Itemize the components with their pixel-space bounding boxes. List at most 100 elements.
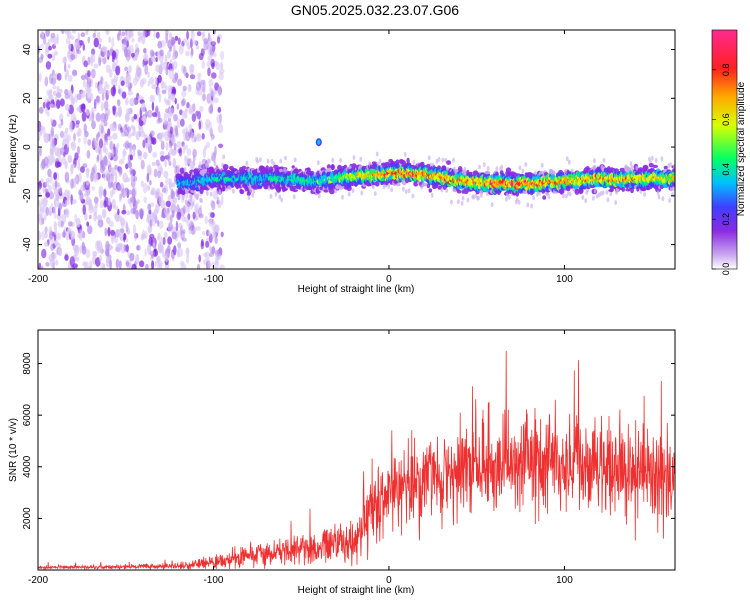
noise-blob [142,182,148,194]
noise-blob [64,30,68,35]
noise-blob [209,45,214,56]
noise-blob [106,84,110,89]
noise-blob [47,184,52,194]
noise-blob [56,99,61,109]
noise-blob [111,148,115,157]
noise-blob [92,250,98,257]
noise-blob [126,210,131,216]
noise-blob [38,180,42,188]
noise-blob [142,139,146,149]
noise-blob [84,192,89,198]
noise-blob [214,224,220,233]
noise-blob [76,257,80,262]
noise-blob [58,202,62,211]
noise-blob [165,33,169,44]
noise-blob [79,245,83,254]
noise-blob [192,39,197,46]
noise-blob [168,68,174,80]
noise-blob [190,48,194,57]
noise-blob [183,66,187,76]
noise-blob [212,231,216,239]
noise-blob [183,38,187,44]
signal-cell [421,182,428,187]
noise-blob [104,227,108,237]
noise-blob [64,199,70,206]
noise-blob [107,128,111,138]
noise-blob [210,41,217,47]
noise-blob [192,155,196,162]
noise-blob [202,148,207,159]
signal-halo [279,158,283,164]
noise-blob [115,229,122,237]
noise-blob [87,199,92,206]
noise-blob [147,203,152,211]
noise-blob [219,68,225,75]
noise-blob [43,214,47,221]
noise-blob [52,72,57,79]
noise-blob [174,35,179,41]
signal-halo [441,157,445,163]
noise-blob [181,237,187,242]
noise-blob [165,200,172,207]
noise-blob [211,62,215,69]
noise-blob [118,89,121,95]
noise-blob [153,208,158,215]
noise-blob [90,55,94,67]
signal-halo [521,168,525,174]
noise-blob [154,190,160,199]
noise-blob [86,169,90,179]
noise-blob [197,72,202,78]
noise-blob [93,172,98,181]
noise-blob [49,103,54,109]
noise-blob [149,130,155,137]
noise-blob [148,110,153,117]
signal-halo [373,191,377,197]
signal-halo [247,195,251,201]
noise-blob [56,33,59,45]
noise-blob [125,163,129,170]
signal-halo [437,156,441,162]
noise-blob [170,137,176,143]
noise-blob [62,192,66,198]
noise-blob [155,64,161,73]
signal-halo [188,158,192,164]
noise-blob [70,142,74,147]
noise-blob [217,106,222,113]
noise-blob [126,126,131,133]
signal-halo [266,158,270,164]
noise-blob [204,145,208,151]
noise-blob [172,60,178,70]
noise-blob [95,240,100,251]
noise-blob [180,118,185,127]
noise-blob [81,241,85,251]
noise-blob [59,130,65,138]
signal-cell [291,165,295,169]
noise-blob [120,243,126,254]
noise-blob [138,260,145,268]
noise-blob [130,124,135,130]
noise-blob [165,65,169,76]
noise-blob [208,245,213,251]
noise-blob [115,65,121,76]
noise-blob [151,55,156,63]
noise-blob [38,230,42,241]
signal-halo [352,155,356,161]
noise-blob [144,263,149,269]
noise-blob [87,56,91,66]
noise-blob [95,95,101,105]
noise-blob [135,43,139,51]
noise-blob [133,176,138,182]
noise-blob [192,211,196,220]
noise-blob [220,61,223,70]
noise-blob [146,213,151,219]
noise-blob [77,32,81,42]
signal-cell [328,188,335,195]
noise-blob [205,240,210,248]
noise-blob [87,97,92,104]
noise-blob [156,257,160,264]
noise-blob [208,105,214,114]
noise-blob [186,102,190,109]
signal-halo [505,196,508,202]
noise-blob [113,75,119,83]
noise-blob [53,198,57,208]
